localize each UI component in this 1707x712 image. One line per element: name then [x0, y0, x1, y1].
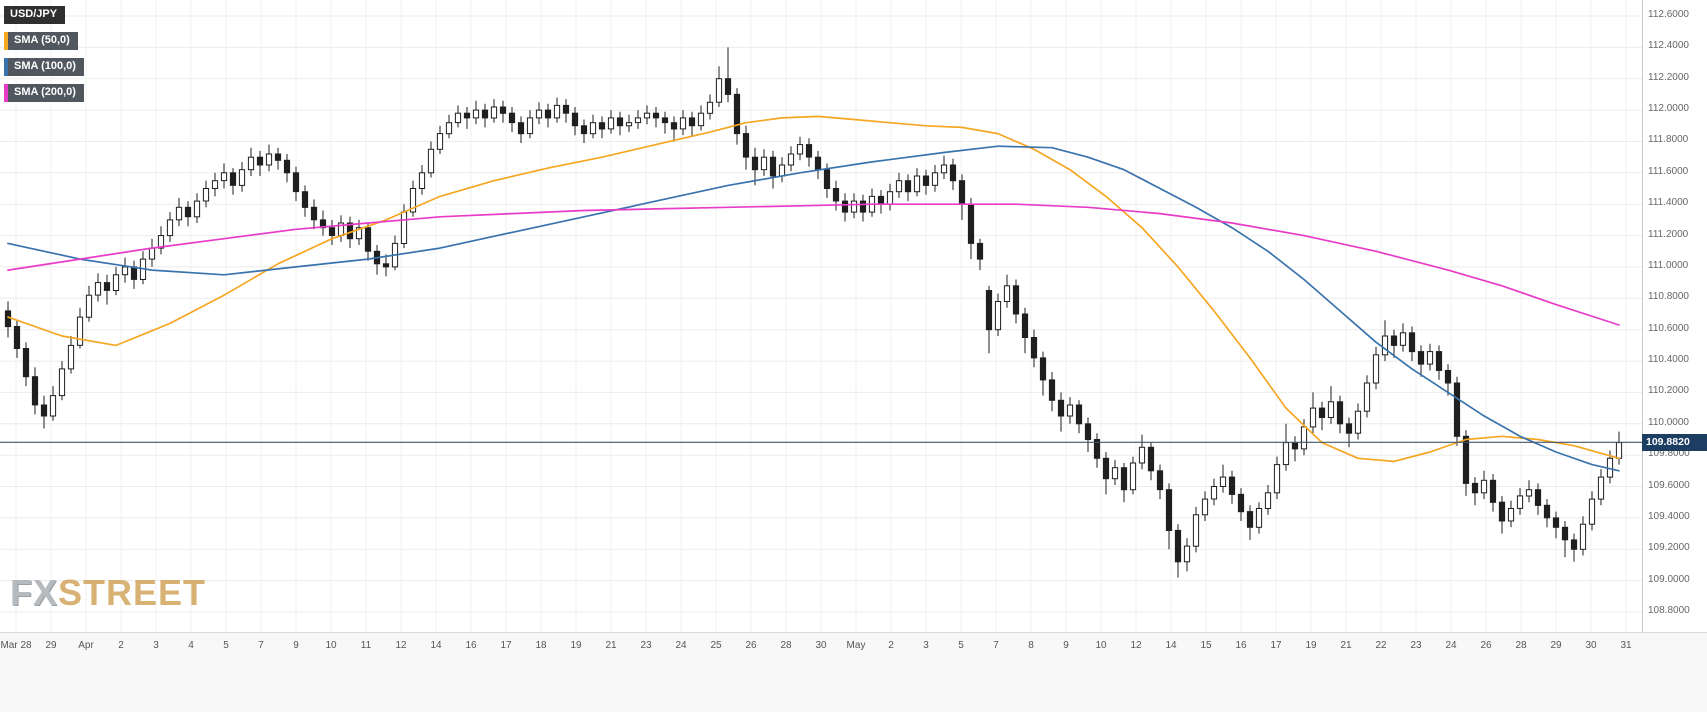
date-tick-label: 15	[1200, 640, 1212, 651]
date-tick-label: 25	[710, 640, 722, 651]
price-tick-label: 110.8000	[1648, 291, 1689, 303]
date-tick-label: 24	[1445, 640, 1457, 651]
legend-sma-50[interactable]: SMA (50,0)	[4, 32, 78, 50]
price-tick-label: 112.2000	[1648, 71, 1689, 83]
date-tick-label: 19	[570, 640, 582, 651]
date-tick-label: 14	[1165, 640, 1177, 651]
grid-lines	[0, 0, 1642, 632]
price-tick-label: 109.6000	[1648, 479, 1690, 491]
date-tick-label: 26	[1480, 640, 1492, 651]
date-tick-label: 17	[500, 640, 512, 651]
time-axis[interactable]: Mar 28 29 Apr 2 3 4 5 7 9 10 11 12 14 16 17 18 19 21 23 24 2…	[0, 632, 1707, 712]
date-tick-label: 4	[188, 640, 194, 651]
date-tick-label: 7	[993, 640, 999, 651]
date-tick-label: 17	[1270, 640, 1282, 651]
legend-sma-100[interactable]: SMA (100,0)	[4, 58, 84, 76]
date-tick-label: 2	[118, 640, 124, 651]
date-tick-label: 21	[1340, 640, 1352, 651]
price-axis[interactable]: 112.6000 112.4000 112.2000 112.0000 111.8000…	[1642, 0, 1707, 632]
date-tick-label: 16	[1235, 640, 1247, 651]
price-tick-label: 112.6000	[1648, 9, 1689, 20]
date-tick-label: 23	[1410, 640, 1422, 651]
price-tick-label: 110.4000	[1648, 354, 1689, 366]
chart-legend: USD/JPY SMA (50,0) SMA (100,0) SMA (200,…	[4, 6, 84, 102]
price-tick-label: 112.4000	[1648, 40, 1689, 52]
date-tick-label: 16	[465, 640, 477, 651]
date-tick-label: Apr	[78, 640, 94, 651]
date-tick-label: 29	[1550, 640, 1562, 651]
price-tick-label: 111.0000	[1648, 259, 1689, 271]
price-tick-label: 111.6000	[1648, 165, 1689, 177]
date-tick-label: Mar 28	[0, 640, 32, 651]
price-tick-label: 110.2000	[1648, 385, 1689, 397]
price-tick-label: 110.6000	[1648, 322, 1689, 334]
price-tick-label: 108.8000	[1648, 605, 1690, 616]
date-tick-label: 28	[780, 640, 792, 651]
price-tick-label: 109.4000	[1648, 510, 1690, 522]
date-tick-label: 18	[535, 640, 547, 651]
date-tick-label: 30	[1585, 640, 1597, 651]
price-tick-label: 110.0000	[1648, 416, 1689, 428]
date-tick-label: 22	[1375, 640, 1387, 651]
date-tick-label: 8	[1028, 640, 1034, 651]
date-tick-label: 3	[923, 640, 929, 651]
date-tick-label: 2	[888, 640, 894, 651]
date-tick-label: 29	[45, 640, 57, 651]
date-tick-label: 10	[325, 640, 337, 651]
price-tick-label: 109.8000	[1648, 448, 1690, 460]
fxstreet-logo-fx: FX	[10, 572, 59, 613]
date-tick-label: 3	[153, 640, 159, 651]
date-tick-label: May	[846, 640, 866, 651]
date-tick-label: 11	[360, 640, 372, 651]
date-tick-label: 26	[745, 640, 757, 651]
candlestick-plot[interactable]	[0, 0, 1642, 632]
sma-200-line	[7, 203, 1620, 326]
fxstreet-logo: FXSTREET	[10, 572, 206, 614]
date-tick-label: 7	[258, 640, 264, 651]
date-tick-label: 19	[1305, 640, 1317, 651]
date-tick-label: 5	[958, 640, 964, 651]
price-tick-label: 111.4000	[1648, 197, 1689, 209]
date-tick-label: 21	[605, 640, 617, 651]
price-tick-label: 112.0000	[1648, 103, 1689, 115]
price-tick-label: 111.2000	[1648, 228, 1689, 240]
date-tick-label: 31	[1620, 640, 1632, 651]
legend-symbol-badge[interactable]: USD/JPY	[4, 6, 66, 24]
legend-sma-200[interactable]: SMA (200,0)	[4, 84, 84, 102]
date-tick-label: 5	[223, 640, 229, 651]
date-tick-label: 9	[1063, 640, 1069, 651]
date-tick-label: 24	[675, 640, 687, 651]
price-tick-label: 109.2000	[1648, 542, 1690, 554]
candles	[4, 47, 1623, 578]
date-tick-label: 23	[640, 640, 652, 651]
date-tick-label: 14	[430, 640, 442, 651]
date-tick-label: 12	[395, 640, 407, 651]
date-tick-label: 10	[1095, 640, 1107, 651]
date-tick-label: 9	[293, 640, 299, 651]
date-tick-label: 30	[815, 640, 827, 651]
sma-100-line	[7, 145, 1620, 472]
sma-50-line	[7, 115, 1620, 463]
price-tick-label: 109.0000	[1648, 573, 1690, 585]
date-tick-label: 12	[1130, 640, 1142, 651]
current-price-label: 109.8820	[1642, 433, 1707, 451]
fxstreet-logo-street: STREET	[58, 572, 207, 613]
price-tick-label: 111.8000	[1648, 134, 1689, 146]
date-tick-label: 28	[1515, 640, 1527, 651]
